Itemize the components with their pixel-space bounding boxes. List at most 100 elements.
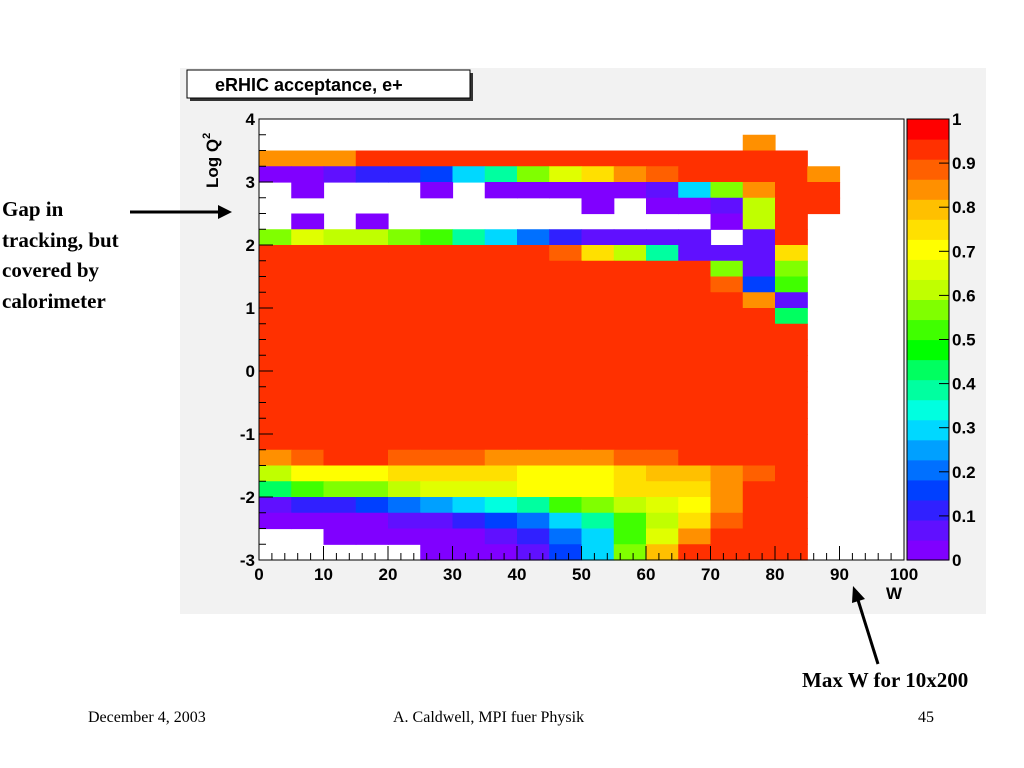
heatmap-cell bbox=[678, 276, 712, 293]
heatmap-cell bbox=[742, 449, 776, 467]
heatmap-cell bbox=[613, 276, 647, 293]
heatmap-cell bbox=[452, 434, 486, 451]
heatmap-cell bbox=[420, 308, 454, 325]
heatmap-cell bbox=[291, 260, 325, 278]
heatmap-cell bbox=[291, 276, 325, 293]
heatmap-cell bbox=[742, 386, 776, 404]
x-axis-label: W bbox=[886, 584, 903, 603]
x-tick-label: 80 bbox=[766, 565, 785, 584]
heatmap-cell bbox=[581, 528, 615, 545]
gap-annotation-line: covered by bbox=[2, 258, 100, 282]
footer-date: December 4, 2003 bbox=[88, 709, 206, 726]
heatmap-cell bbox=[517, 166, 550, 183]
heatmap-cell bbox=[678, 166, 712, 183]
palette-swatch bbox=[907, 279, 949, 301]
heatmap-cell bbox=[452, 323, 486, 341]
palette-tick-label: 0 bbox=[952, 551, 961, 570]
heatmap-cell bbox=[581, 197, 615, 215]
heatmap-cell bbox=[452, 386, 486, 404]
heatmap-cell bbox=[388, 339, 421, 356]
heatmap-cell bbox=[742, 134, 776, 152]
x-tick-label: 30 bbox=[443, 565, 462, 584]
heatmap-cell bbox=[613, 434, 647, 451]
heatmap-cell bbox=[484, 449, 518, 467]
heatmap-cell bbox=[549, 355, 583, 372]
heatmap-cell bbox=[549, 386, 583, 404]
heatmap-cell bbox=[710, 182, 744, 199]
heatmap-cell bbox=[291, 512, 325, 530]
heatmap-cell bbox=[517, 418, 550, 435]
heatmap-cells bbox=[259, 134, 841, 561]
heatmap-cell bbox=[291, 245, 325, 262]
heatmap-cell bbox=[484, 150, 518, 167]
heatmap-cell bbox=[678, 150, 712, 167]
palette-swatch bbox=[907, 359, 949, 381]
heatmap-cell bbox=[646, 402, 679, 419]
y-tick-label: 2 bbox=[246, 236, 255, 255]
heatmap-cell bbox=[388, 355, 421, 372]
heatmap-cell bbox=[484, 229, 518, 246]
heatmap-cell bbox=[452, 150, 486, 167]
heatmap-cell bbox=[259, 465, 292, 482]
heatmap-cell bbox=[581, 245, 615, 262]
heatmap-cell bbox=[775, 418, 808, 435]
heatmap-cell bbox=[355, 150, 389, 167]
heatmap-cell bbox=[581, 323, 615, 341]
heatmap-cell bbox=[775, 182, 808, 199]
heatmap-cell bbox=[678, 323, 712, 341]
heatmap-cell bbox=[613, 166, 647, 183]
heatmap-cell bbox=[613, 418, 647, 435]
palette-swatch bbox=[907, 339, 949, 361]
footer-page-number: 45 bbox=[918, 709, 934, 726]
heatmap-cell bbox=[549, 339, 583, 356]
heatmap-cell bbox=[646, 434, 679, 451]
heatmap-cell bbox=[549, 182, 583, 199]
heatmap-cell bbox=[775, 197, 808, 215]
heatmap-cell bbox=[452, 528, 486, 545]
heatmap-cell bbox=[259, 418, 292, 435]
heatmap-cell bbox=[710, 402, 744, 419]
heatmap-cell bbox=[581, 434, 615, 451]
heatmap-cell bbox=[742, 528, 776, 545]
palette-swatch bbox=[907, 399, 949, 421]
heatmap-cell bbox=[355, 497, 389, 514]
heatmap-cell bbox=[775, 544, 808, 561]
heatmap-cell bbox=[742, 308, 776, 325]
y-tick-label: 1 bbox=[246, 299, 255, 318]
heatmap-cell bbox=[484, 512, 518, 530]
y-axis-label: Log Q bbox=[203, 139, 222, 188]
heatmap-cell bbox=[646, 418, 679, 435]
heatmap-cell bbox=[775, 512, 808, 530]
heatmap-cell bbox=[613, 512, 647, 530]
palette-swatch bbox=[907, 179, 949, 200]
heatmap-cell bbox=[742, 544, 776, 561]
x-tick-label: 100 bbox=[890, 565, 918, 584]
heatmap-cell bbox=[355, 213, 389, 230]
heatmap-cell bbox=[355, 371, 389, 388]
heatmap-cell bbox=[646, 371, 679, 388]
heatmap-cell bbox=[613, 371, 647, 388]
heatmap-cell bbox=[388, 371, 421, 388]
chart-title: eRHIC acceptance, e+ bbox=[215, 75, 403, 95]
heatmap-cell bbox=[710, 339, 744, 356]
heatmap-cell bbox=[775, 371, 808, 388]
heatmap-cell bbox=[355, 386, 389, 404]
heatmap-cell bbox=[742, 434, 776, 451]
y-tick-label: -3 bbox=[240, 551, 255, 570]
heatmap-cell bbox=[452, 371, 486, 388]
heatmap-cell bbox=[259, 481, 292, 498]
heatmap-cell bbox=[678, 386, 712, 404]
heatmap-cell bbox=[517, 229, 550, 246]
heatmap-cell bbox=[355, 229, 389, 246]
gap-annotation-line: tracking, but bbox=[2, 227, 119, 252]
heatmap-cell bbox=[388, 276, 421, 293]
heatmap-cell bbox=[775, 292, 808, 309]
heatmap-cell bbox=[291, 229, 325, 246]
heatmap-cell bbox=[613, 544, 647, 561]
palette-swatch bbox=[907, 539, 949, 561]
heatmap-cell bbox=[323, 276, 357, 293]
heatmap-cell bbox=[259, 497, 292, 514]
heatmap-cell bbox=[678, 418, 712, 435]
palette-tick-label: 0.2 bbox=[952, 463, 976, 482]
heatmap-cell bbox=[355, 323, 389, 341]
